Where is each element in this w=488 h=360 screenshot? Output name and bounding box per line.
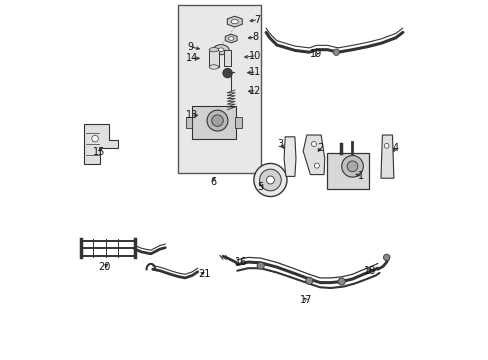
- Bar: [191, 106, 236, 139]
- Text: 7: 7: [253, 15, 260, 25]
- Ellipse shape: [206, 110, 227, 131]
- Polygon shape: [225, 34, 237, 43]
- Bar: [235, 117, 242, 128]
- Ellipse shape: [218, 48, 224, 51]
- Ellipse shape: [231, 19, 238, 24]
- Text: 11: 11: [249, 67, 261, 77]
- Ellipse shape: [337, 278, 345, 285]
- Polygon shape: [380, 135, 393, 178]
- Ellipse shape: [223, 68, 232, 78]
- Bar: [326, 153, 368, 189]
- Ellipse shape: [228, 37, 233, 40]
- Text: 13: 13: [186, 110, 198, 120]
- Ellipse shape: [384, 143, 388, 148]
- Bar: [209, 50, 218, 67]
- Text: 14: 14: [186, 53, 198, 63]
- Bar: [224, 50, 231, 66]
- Bar: [178, 5, 260, 173]
- Ellipse shape: [209, 65, 218, 69]
- Ellipse shape: [314, 163, 319, 168]
- Text: 21: 21: [198, 269, 211, 279]
- Ellipse shape: [213, 45, 228, 55]
- Ellipse shape: [209, 48, 218, 52]
- Ellipse shape: [383, 254, 389, 261]
- Text: 6: 6: [210, 177, 217, 187]
- Text: 19: 19: [310, 49, 322, 59]
- Text: 5: 5: [257, 182, 264, 192]
- Ellipse shape: [305, 277, 312, 284]
- Text: 10: 10: [249, 51, 261, 61]
- Ellipse shape: [346, 161, 357, 172]
- Text: 18: 18: [364, 266, 376, 276]
- Ellipse shape: [332, 49, 339, 55]
- Text: 1: 1: [358, 171, 364, 181]
- Ellipse shape: [253, 163, 286, 197]
- Polygon shape: [284, 137, 295, 176]
- Ellipse shape: [311, 141, 316, 147]
- Ellipse shape: [211, 115, 223, 126]
- Text: 12: 12: [248, 86, 261, 96]
- Polygon shape: [303, 135, 324, 175]
- Text: 9: 9: [187, 42, 193, 52]
- Text: 4: 4: [392, 143, 398, 153]
- Ellipse shape: [257, 262, 264, 269]
- Ellipse shape: [92, 135, 98, 142]
- Polygon shape: [84, 124, 118, 164]
- Text: 16: 16: [234, 257, 246, 267]
- Text: 8: 8: [252, 32, 258, 42]
- Ellipse shape: [266, 176, 274, 184]
- Text: 2: 2: [316, 143, 323, 153]
- Text: 20: 20: [98, 262, 110, 272]
- Text: 15: 15: [92, 147, 104, 157]
- Text: 17: 17: [299, 294, 311, 305]
- Polygon shape: [227, 16, 242, 27]
- Ellipse shape: [259, 169, 281, 191]
- Ellipse shape: [341, 156, 363, 177]
- Bar: [185, 117, 192, 128]
- Text: 3: 3: [277, 139, 283, 149]
